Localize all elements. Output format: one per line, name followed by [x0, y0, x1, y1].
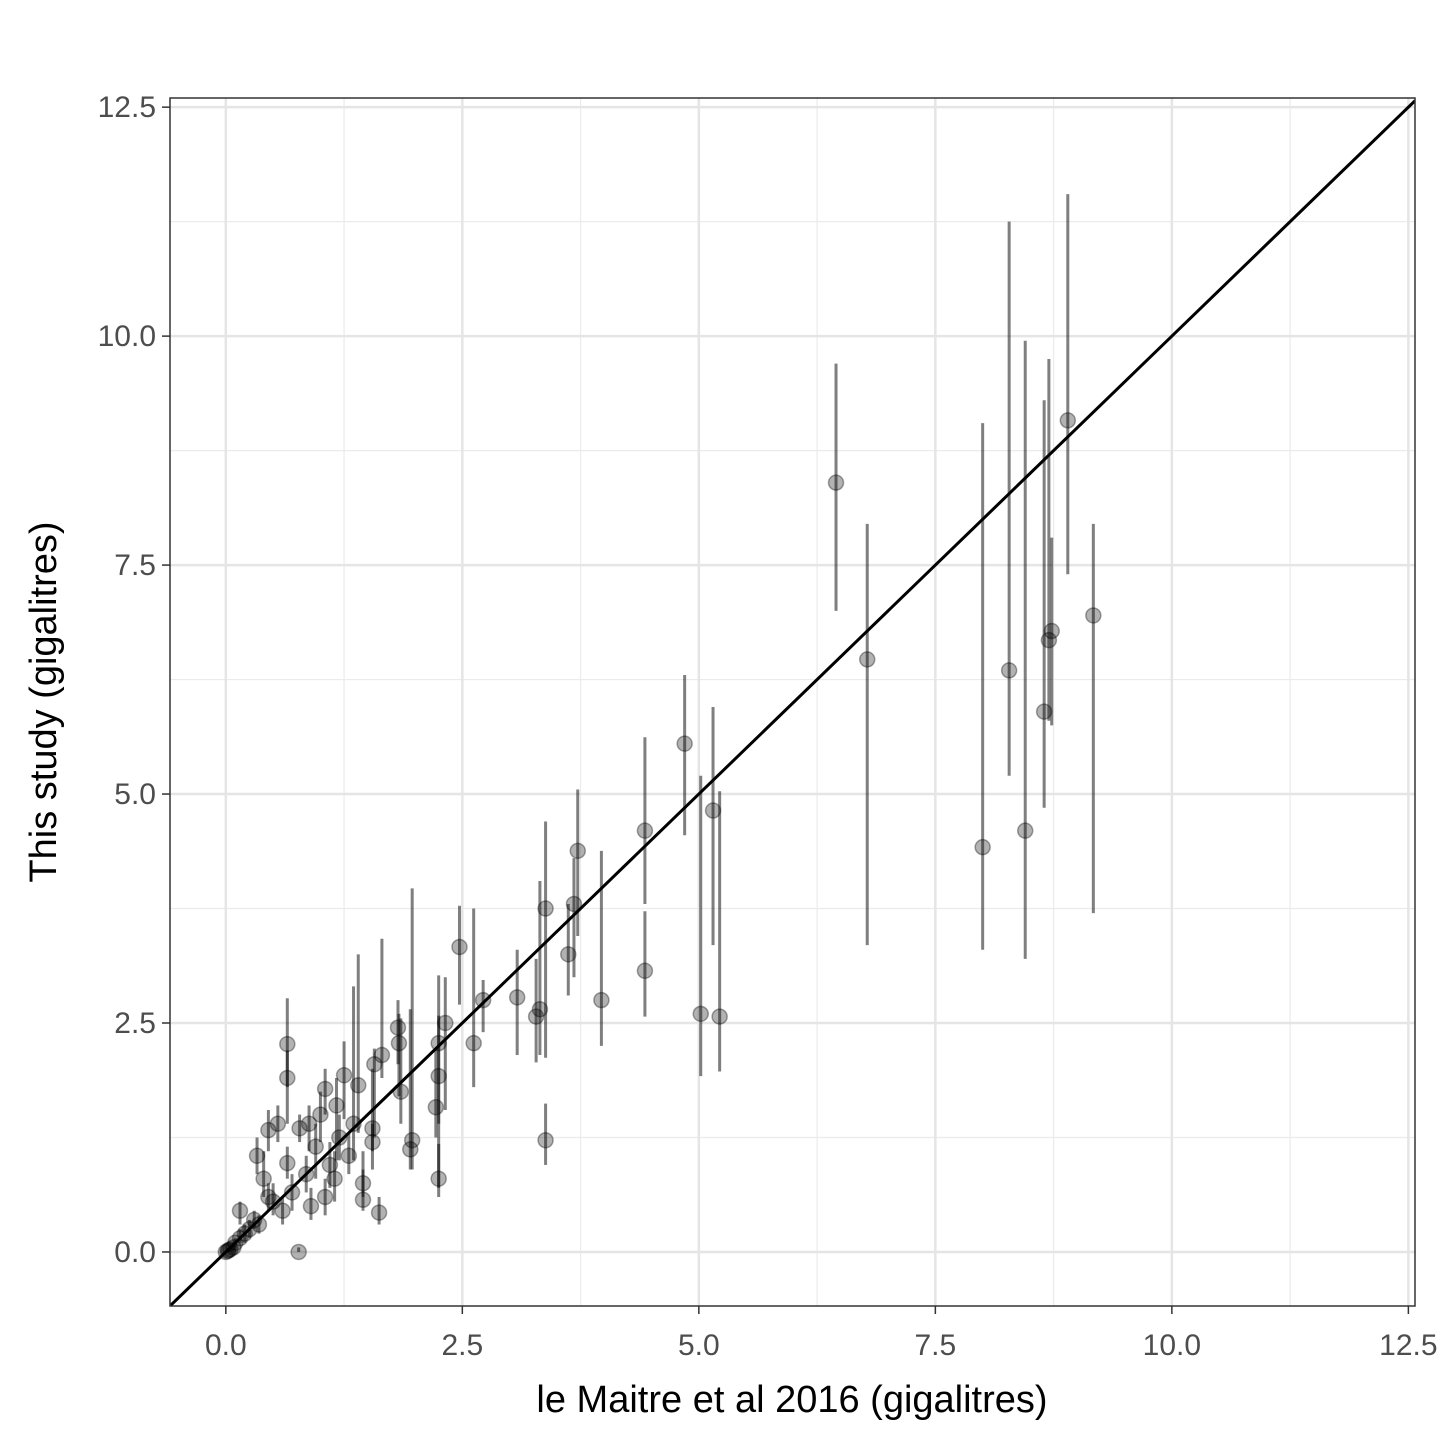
y-tick-label: 12.5: [98, 91, 156, 124]
point: [274, 1202, 291, 1220]
point: [231, 1202, 249, 1220]
grid: [170, 98, 1415, 1306]
plot-area: [170, 99, 1415, 1306]
point: [537, 1131, 554, 1149]
point: [451, 938, 468, 956]
point: [326, 1170, 343, 1187]
point: [291, 1120, 308, 1137]
x-tick-label: 5.0: [678, 1329, 720, 1362]
point: [279, 1035, 296, 1053]
y-tick-label: 10.0: [98, 320, 156, 353]
point: [354, 1191, 372, 1209]
point: [1085, 607, 1102, 624]
point: [328, 1097, 345, 1114]
point: [245, 1211, 263, 1229]
point: [593, 991, 610, 1009]
point: [264, 1193, 282, 1210]
point: [508, 989, 526, 1006]
point: [307, 1138, 324, 1155]
point: [474, 991, 492, 1009]
point: [531, 1001, 549, 1018]
point: [676, 735, 693, 752]
point: [430, 1170, 447, 1187]
point: [827, 474, 845, 491]
x-axis-title: le Maitre et al 2016 (gigalitres): [536, 1379, 1047, 1421]
y-tick-label: 5.0: [114, 778, 156, 811]
point: [430, 1034, 447, 1052]
point: [248, 1147, 266, 1165]
point: [312, 1106, 329, 1123]
point: [366, 1055, 383, 1073]
x-tick-label: 2.5: [441, 1329, 483, 1362]
y-axis-title: This study (gigalitres): [23, 521, 65, 882]
point: [465, 1034, 482, 1052]
point: [269, 1115, 287, 1132]
point: [1016, 822, 1034, 839]
point: [225, 1239, 242, 1256]
point: [260, 1121, 277, 1139]
point: [255, 1170, 272, 1187]
identity-line: [170, 99, 1415, 1306]
point: [974, 838, 991, 856]
point: [1043, 622, 1060, 640]
x-tick-label: 0.0: [205, 1329, 247, 1362]
y-tick-label: 7.5: [114, 549, 156, 582]
point: [711, 1008, 728, 1025]
point: [389, 1019, 407, 1036]
point: [364, 1120, 381, 1137]
point: [316, 1080, 334, 1098]
point: [692, 1005, 709, 1023]
point: [250, 1216, 268, 1233]
point: [1059, 412, 1077, 429]
point: [858, 651, 876, 668]
point: [316, 1188, 334, 1206]
point: [373, 1046, 391, 1064]
x-tick-label: 10.0: [1143, 1329, 1201, 1362]
point: [636, 962, 654, 980]
x-tick-label: 7.5: [914, 1329, 956, 1362]
point: [279, 1069, 296, 1087]
point: [364, 1133, 381, 1151]
point: [290, 1243, 307, 1261]
y-tick-label: 0.0: [114, 1236, 156, 1269]
point: [537, 900, 554, 917]
point: [403, 1131, 421, 1149]
point: [527, 1008, 545, 1025]
point: [350, 1077, 367, 1094]
point: [340, 1147, 358, 1165]
point: [283, 1184, 301, 1201]
point: [560, 946, 577, 963]
point: [565, 895, 583, 913]
point: [569, 842, 586, 860]
point: [427, 1099, 445, 1116]
panel-border: [169, 97, 1416, 1307]
point: [390, 1034, 408, 1052]
point: [1040, 631, 1058, 649]
point: [402, 1141, 419, 1158]
point: [302, 1197, 320, 1215]
y-tick-label: 2.5: [114, 1007, 156, 1040]
point: [704, 802, 722, 819]
point: [437, 1014, 454, 1032]
point: [1035, 703, 1053, 720]
point: [331, 1129, 348, 1146]
x-tick-label: 12.5: [1379, 1329, 1437, 1362]
point: [300, 1115, 318, 1132]
point: [335, 1066, 353, 1084]
point: [370, 1204, 388, 1221]
point: [1000, 662, 1018, 679]
point: [636, 822, 654, 839]
point: [260, 1188, 277, 1206]
point: [430, 1067, 447, 1085]
point: [354, 1175, 372, 1192]
point: [321, 1156, 339, 1174]
point: [279, 1154, 296, 1172]
point: [345, 1115, 362, 1132]
